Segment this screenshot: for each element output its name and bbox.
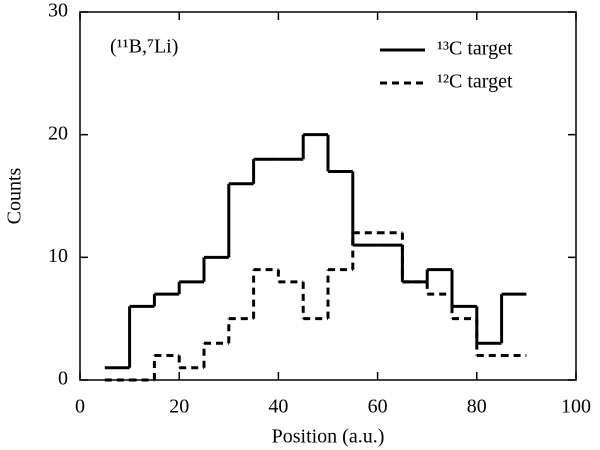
annotation: (¹¹B,⁷Li) <box>110 36 178 58</box>
legend-label: ¹²C target <box>437 71 513 93</box>
x-tick-label: 40 <box>268 396 288 418</box>
x-axis-label: Position (a.u.) <box>272 426 385 448</box>
x-tick-label: 0 <box>75 396 85 418</box>
x-tick-label: 100 <box>561 396 591 418</box>
y-tick-label: 20 <box>48 122 68 144</box>
x-tick-label: 80 <box>467 396 487 418</box>
y-tick-label: 10 <box>48 245 68 267</box>
y-tick-label: 0 <box>58 368 68 390</box>
legend-label: ¹³C target <box>437 38 513 60</box>
x-tick-label: 20 <box>169 396 189 418</box>
y-axis-label: Counts <box>4 167 26 224</box>
x-tick-label: 60 <box>368 396 388 418</box>
y-tick-label: 30 <box>48 0 68 22</box>
plot-frame <box>79 11 577 381</box>
